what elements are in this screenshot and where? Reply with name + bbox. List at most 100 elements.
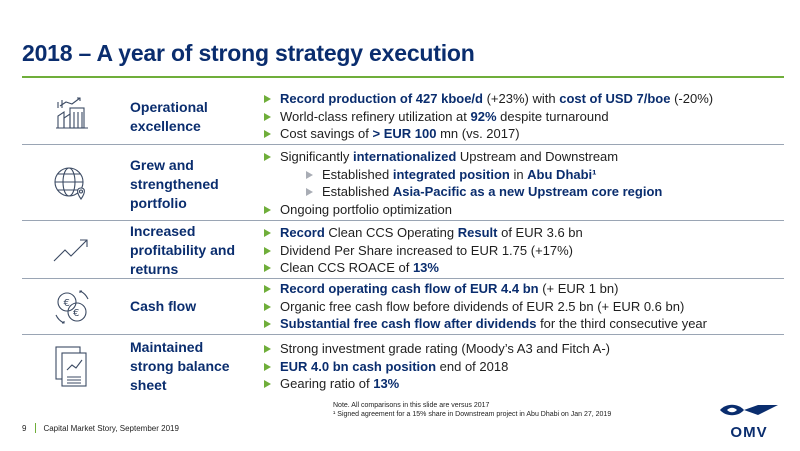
highlight-text: internationalized xyxy=(352,149,457,164)
note-line: Note. All comparisons in this slide are … xyxy=(333,402,490,409)
row-portfolio: Grew and strengthened portfolio Signific… xyxy=(22,145,784,221)
currency-cycle-icon: € € xyxy=(22,279,122,334)
bullet-arrow-icon xyxy=(264,246,271,255)
bullet-text: in xyxy=(509,166,528,182)
bullet-text: of EUR 3.6 bn xyxy=(497,225,583,240)
page-title: 2018 – A year of strong strategy executi… xyxy=(22,40,475,66)
row-bullets: Record Clean CCS Operating Result of EUR… xyxy=(262,224,784,277)
bullet-text: despite turnaround xyxy=(496,108,609,124)
highlight-text: Record operating cash flow of EUR 4.4 bn xyxy=(280,281,539,296)
bullet-arrow-icon xyxy=(264,264,271,272)
highlight-text: Record production of xyxy=(280,91,416,106)
row-heading: Increased profitability and returns xyxy=(130,223,235,277)
globe-pin-icon xyxy=(22,145,122,220)
row-heading: Cash flow xyxy=(130,298,197,314)
logo-wordmark: OMV xyxy=(730,424,768,441)
bullet-text: Upstream and Downstream xyxy=(456,149,619,164)
bullet-item: Cost savings of > EUR 100 mn (vs. 2017) xyxy=(262,125,784,143)
bullet-arrow-icon xyxy=(264,229,271,237)
bullet-item: World-class refinery utilization at 92% … xyxy=(262,108,784,126)
sub-bullet-item: Established Asia-Pacific as a new Upstre… xyxy=(262,183,784,201)
page-number: 9 xyxy=(22,423,27,433)
bullet-item: Clean CCS ROACE of 13% xyxy=(262,259,784,277)
footer-text: Capital Market Story, September 2019 xyxy=(43,423,179,433)
bullet-text: Clean CCS Operating xyxy=(324,225,458,240)
bullet-item: Organic free cash flow before dividends … xyxy=(262,298,784,316)
page-footer: 9 Capital Market Story, September 2019 xyxy=(22,423,179,433)
bullet-text: Clean CCS ROACE of xyxy=(280,260,413,275)
highlight-text: 92% xyxy=(470,108,497,124)
factory-chart-icon xyxy=(22,84,122,144)
row-balance-sheet: Maintained strong balance sheet Strong i… xyxy=(22,335,784,398)
row-operational: Operational excellence Record production… xyxy=(22,84,784,145)
bullet-arrow-icon xyxy=(264,285,271,293)
bullet-text: mn (vs. 2017) xyxy=(436,126,520,141)
row-bullets: Strong investment grade rating (Moody’s … xyxy=(262,340,784,393)
note-line: ¹ Signed agreement for a 15% share in Do… xyxy=(333,411,612,418)
highlight-text: integrated position xyxy=(392,166,510,182)
highlight-text: Substantial free cash flow after dividen… xyxy=(280,316,537,331)
bullet-text: Dividend Per Share increased to EUR 1.75… xyxy=(280,242,574,258)
bullet-arrow-icon xyxy=(264,112,271,121)
row-cash-flow: € € Cash flow Record operating cash flow… xyxy=(22,279,784,335)
bullet-arrow-icon xyxy=(264,153,271,161)
bullet-text: end of 2018 xyxy=(436,358,509,374)
bullet-text: (+ EUR 1 bn) xyxy=(538,281,619,296)
bullet-arrow-icon xyxy=(264,205,271,214)
report-document-icon xyxy=(22,335,122,398)
bullet-item: Record Clean CCS Operating Result of EUR… xyxy=(262,224,784,242)
title-divider xyxy=(22,76,784,78)
bullet-text: (+23%) with xyxy=(482,91,560,106)
row-profitability: Increased profitability and returns Reco… xyxy=(22,221,784,279)
highlight-text: Asia-Pacific as a new Upstream core regi… xyxy=(392,184,663,199)
highlight-text: 13% xyxy=(412,260,439,275)
bullet-item: Record production of 427 kboe/d (+23%) w… xyxy=(262,90,784,108)
row-bullets: Record operating cash flow of EUR 4.4 bn… xyxy=(262,280,784,333)
bullet-text: Gearing ratio of xyxy=(280,376,374,391)
footnotes: Note. All comparisons in this slide are … xyxy=(333,401,611,419)
bullet-text: World-class refinery utilization at xyxy=(280,108,471,124)
row-heading: Grew and strengthened portfolio xyxy=(130,157,219,211)
bullet-text: Established xyxy=(322,184,393,199)
bullet-arrow-icon xyxy=(306,188,313,196)
bullet-text: Established xyxy=(322,166,393,182)
bullet-item: Substantial free cash flow after dividen… xyxy=(262,315,784,333)
omv-logo-mark xyxy=(720,404,778,416)
row-heading: Operational excellence xyxy=(130,99,208,134)
bullet-item: Gearing ratio of 13% xyxy=(262,375,784,393)
highlight-text: Abu Dhabi¹ xyxy=(527,166,597,182)
highlight-text: 427 kboe/d xyxy=(415,91,483,106)
row-bullets: Significantly internationalized Upstream… xyxy=(262,148,784,218)
highlight-text: Result xyxy=(457,225,498,240)
bullet-item: Strong investment grade rating (Moody’s … xyxy=(262,340,784,358)
summary-table: Operational excellence Record production… xyxy=(22,84,784,398)
bullet-arrow-icon xyxy=(264,302,271,311)
highlight-text: cost of USD 7/boe xyxy=(559,91,671,106)
footer-divider xyxy=(35,423,37,433)
omv-logo: OMV xyxy=(718,402,780,441)
bullet-item: Record operating cash flow of EUR 4.4 bn… xyxy=(262,280,784,298)
trend-up-icon xyxy=(22,221,122,278)
highlight-text: Record xyxy=(280,225,325,240)
svg-text:€: € xyxy=(73,308,79,319)
sub-bullet-item: Established integrated position in Abu D… xyxy=(262,166,784,184)
bullet-arrow-icon xyxy=(264,362,271,371)
bullet-text: Strong investment grade rating (Moody’s … xyxy=(280,341,610,356)
highlight-text: 13% xyxy=(373,376,400,391)
bullet-text: Organic free cash flow before dividends … xyxy=(280,298,685,314)
bullet-item: Significantly internationalized Upstream… xyxy=(262,148,784,166)
bullet-item: Dividend Per Share increased to EUR 1.75… xyxy=(262,242,784,260)
bullet-arrow-icon xyxy=(264,130,271,138)
bullet-arrow-icon xyxy=(264,345,271,353)
bullet-arrow-icon xyxy=(306,170,313,179)
row-bullets: Record production of 427 kboe/d (+23%) w… xyxy=(262,90,784,143)
row-heading: Maintained strong balance sheet xyxy=(130,339,230,393)
highlight-text: EUR 4.0 bn cash position xyxy=(280,358,437,374)
bullet-arrow-icon xyxy=(264,95,271,103)
bullet-arrow-icon xyxy=(264,320,271,328)
highlight-text: > EUR 100 xyxy=(372,126,437,141)
bullet-text: Cost savings of xyxy=(280,126,373,141)
svg-text:€: € xyxy=(64,298,70,309)
bullet-item: EUR 4.0 bn cash position end of 2018 xyxy=(262,358,784,376)
bullet-item: Ongoing portfolio optimization xyxy=(262,201,784,219)
